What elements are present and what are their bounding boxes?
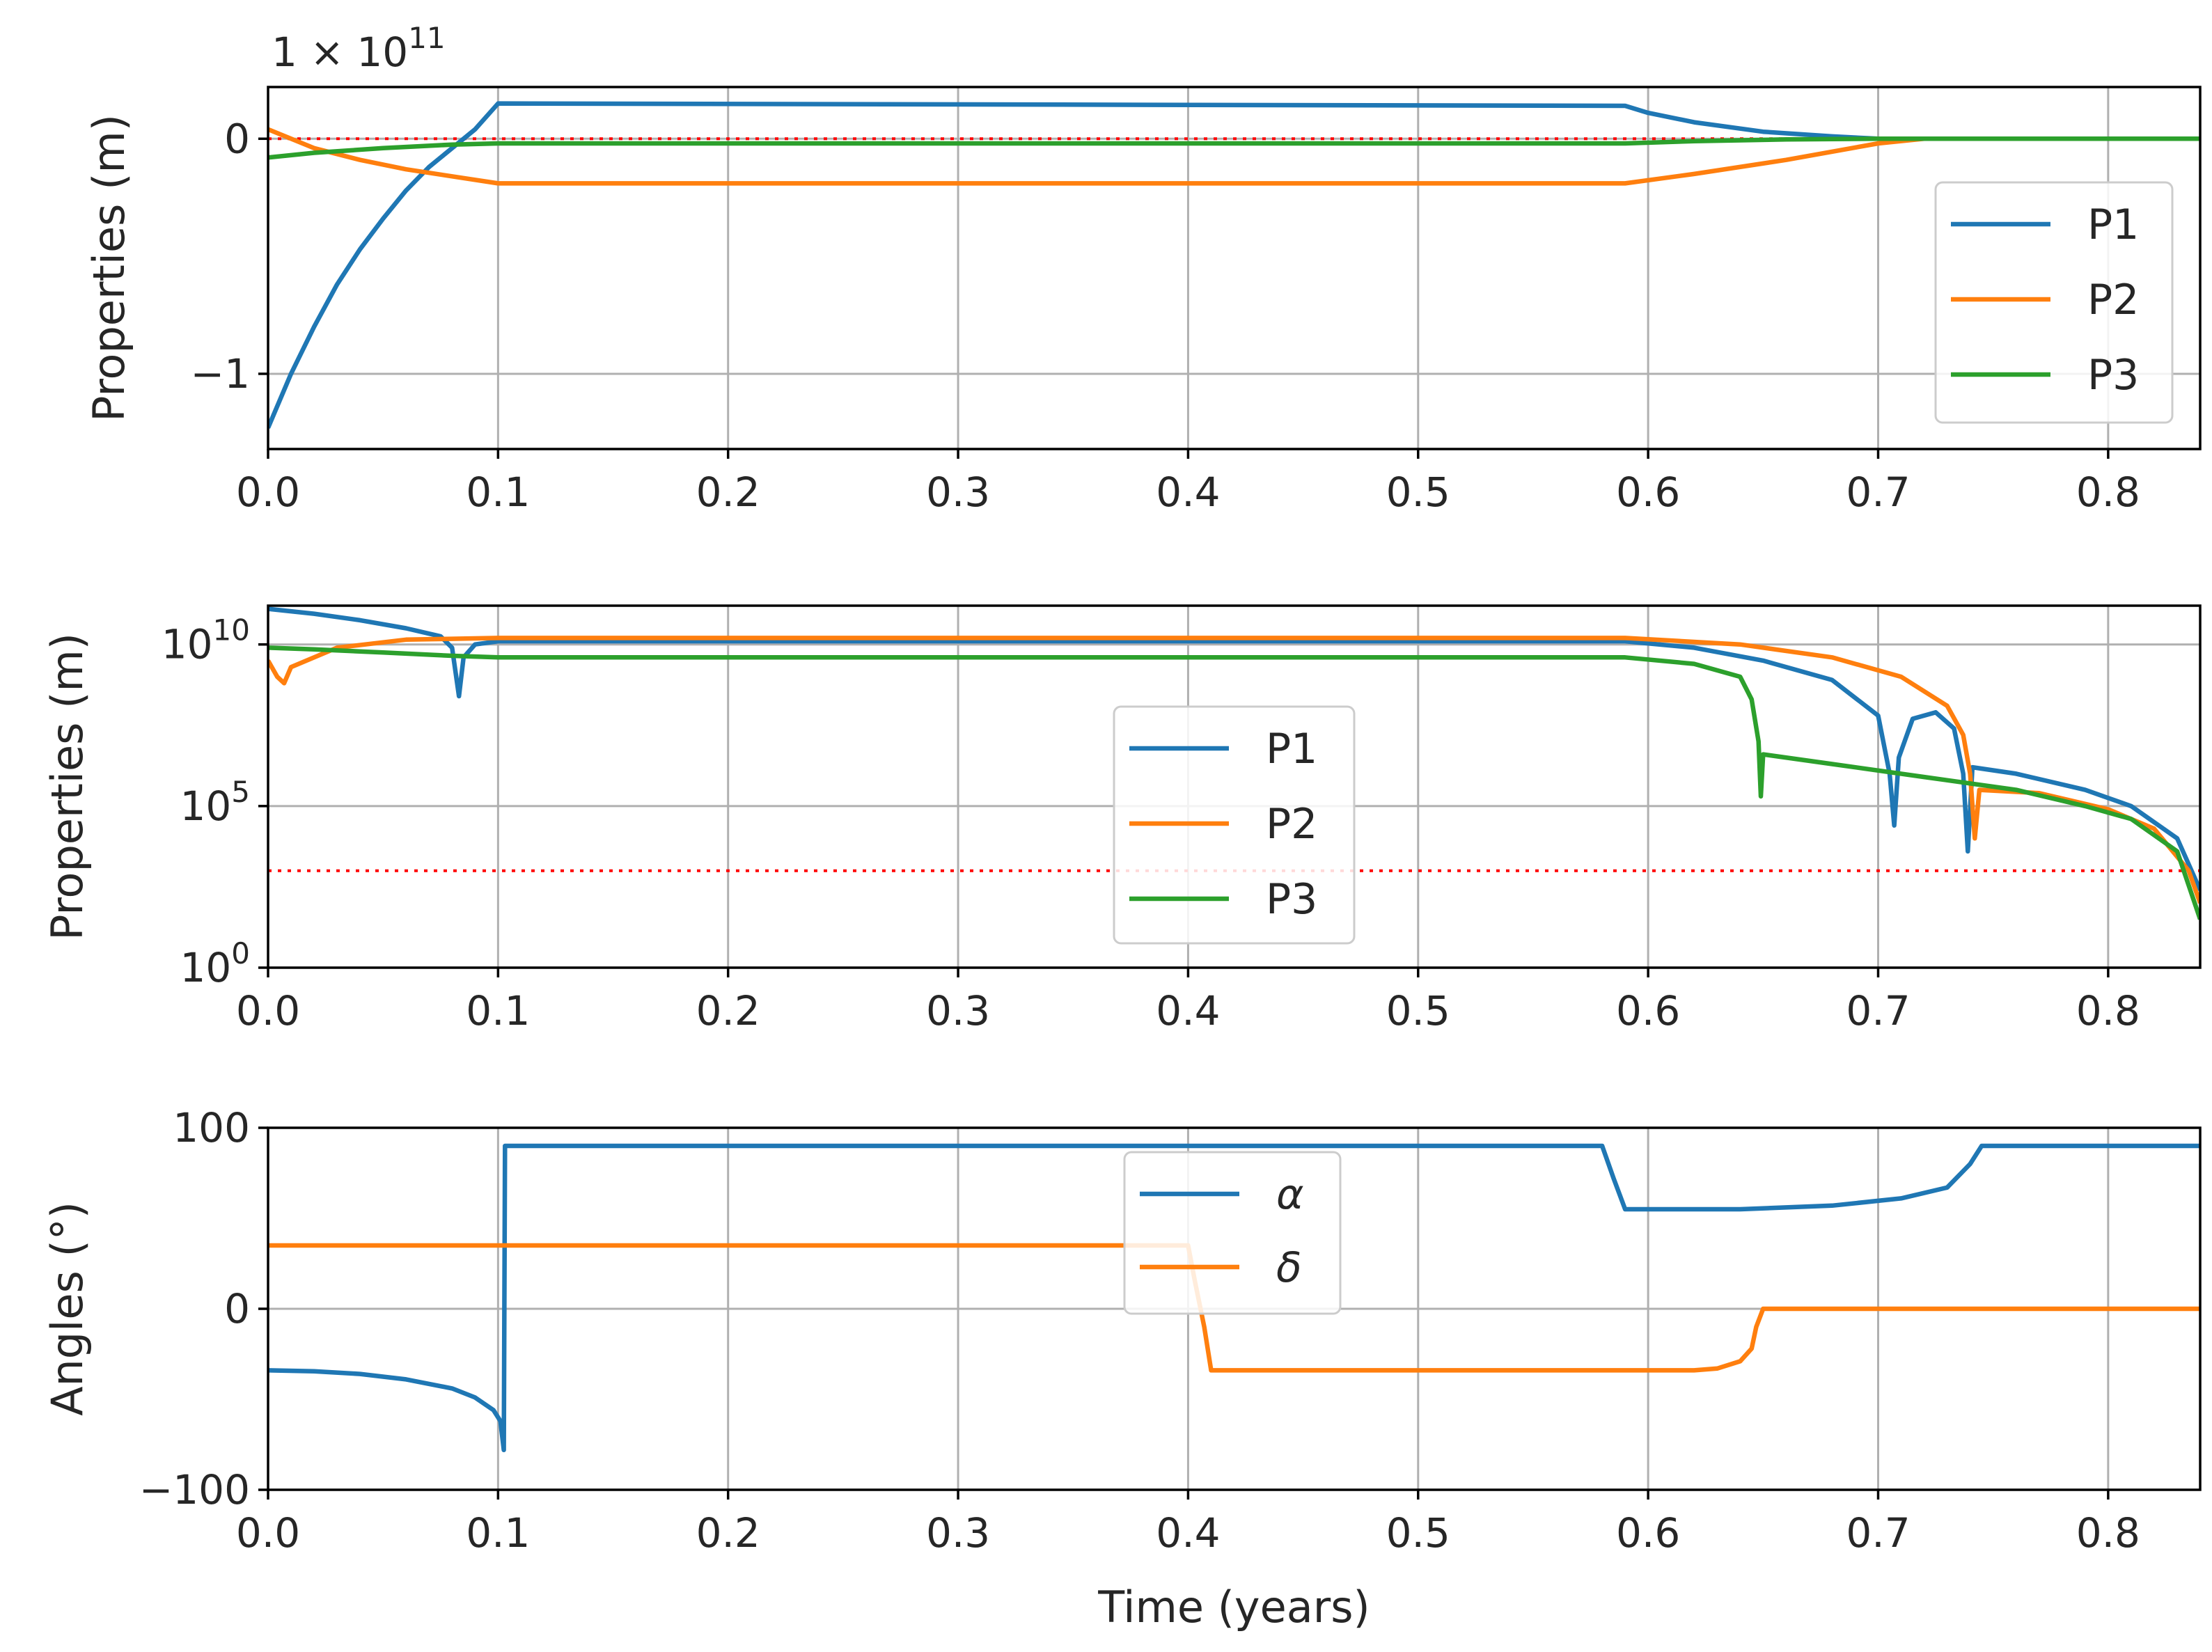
offset-mantissa: 1 × 10 (272, 29, 408, 76)
x-tick-label: 0.1 (466, 469, 530, 516)
legend-label-δ: δ (1276, 1243, 1302, 1292)
tick-exponent: 0 (231, 936, 250, 970)
x-tick-label: 0.5 (1386, 469, 1450, 516)
x-tick-label: 0.2 (696, 1509, 760, 1557)
bottom-panel: 0.0 0.1 0.2 0.3 0.4 0.5 0.6 0.7 0.8 100 0 −100 Angle… (42, 1104, 2202, 1633)
x-axis-label: Time (years) (1097, 1582, 1370, 1633)
legend-label-P1: P1 (1266, 725, 1317, 773)
y-tick-label: 105 (180, 775, 250, 830)
x-tick-label: 0.7 (1846, 987, 1910, 1035)
x-tick-label: 0.6 (1616, 987, 1680, 1035)
x-tick-label: 0.4 (1156, 987, 1220, 1035)
x-tick-label: 0.8 (2076, 987, 2140, 1035)
legend-box (1123, 1151, 1342, 1315)
middle-panel: 0.0 0.1 0.2 0.3 0.4 0.5 0.6 0.7 0.81001051010Pro… (42, 604, 2202, 1035)
x-tick-label: 0.7 (1846, 469, 1910, 516)
legend-label-P3: P3 (1266, 875, 1317, 924)
legend: P1 P2 P3 (1113, 705, 1356, 945)
y-tick-label: 100 (180, 936, 250, 991)
series-line-P3 (268, 645, 2200, 920)
tick-exponent: 10 (213, 613, 250, 647)
y-tick-label: 0 (224, 115, 250, 162)
legend-box (1934, 181, 2174, 424)
x-tick-label: 0.3 (926, 469, 990, 516)
series-line-P2 (268, 127, 2200, 186)
y-tick-label: −100 (139, 1466, 250, 1513)
x-tick-label: 0.1 (466, 1509, 530, 1557)
tick-base: 10 (180, 944, 231, 991)
x-tick-label: 0.4 (1156, 1509, 1220, 1557)
series-line-P1 (268, 606, 2200, 891)
legend-label-P1: P1 (2087, 200, 2139, 249)
legend-label-α: α (1276, 1170, 1304, 1219)
x-tick-label: 0.8 (2076, 469, 2140, 516)
x-tick-label: 0.2 (696, 469, 760, 516)
legend-label-P2: P2 (2087, 276, 2139, 324)
legend: P1 P2 P3 (1934, 181, 2174, 424)
x-tick-label: 0.5 (1386, 987, 1450, 1035)
x-tick-label: 0.0 (236, 987, 300, 1035)
x-tick-label: 0.5 (1386, 1509, 1450, 1557)
series-line-α (268, 1143, 2200, 1453)
x-tick-label: 0.0 (236, 469, 300, 516)
x-tick-label: 0.3 (926, 1509, 990, 1557)
y-axis-label: Properties (m) (84, 114, 134, 422)
x-tick-label: 0.2 (696, 987, 760, 1035)
y-axis-label: Angles (°) (42, 1202, 93, 1416)
legend: αδ (1123, 1151, 1342, 1315)
x-tick-label: 0.8 (2076, 1509, 2140, 1557)
x-tick-label: 0.6 (1616, 1509, 1680, 1557)
offset-label: 1 × 1011 (272, 21, 446, 76)
x-tick-label: 0.0 (236, 1509, 300, 1557)
series-line-P1 (268, 101, 2200, 429)
x-tick-label: 0.4 (1156, 469, 1220, 516)
series-line-P3 (268, 136, 2200, 160)
legend-box (1113, 705, 1356, 945)
x-tick-label: 0.6 (1616, 469, 1680, 516)
legend-label-P3: P3 (2087, 351, 2139, 400)
y-tick-label: −1 (191, 350, 251, 398)
axes-frame (267, 1126, 2202, 1491)
tick-exponent: 5 (231, 775, 250, 809)
y-tick-label: 1010 (162, 613, 250, 668)
axes-frame (267, 604, 2202, 969)
axes-frame (267, 86, 2202, 450)
top-panel: 0.0 0.1 0.2 0.3 0.4 0.5 0.6 0.7 0.8 0 −1 Properties… (84, 21, 2202, 516)
y-tick-label: 0 (224, 1285, 250, 1332)
x-tick-label: 0.7 (1846, 1509, 1910, 1557)
y-axis-label: Properties (m) (42, 633, 93, 941)
tick-base: 10 (162, 621, 213, 668)
y-tick-label: 100 (173, 1104, 250, 1151)
tick-base: 10 (180, 782, 231, 830)
x-tick-label: 0.1 (466, 987, 530, 1035)
offset-exponent: 11 (408, 21, 445, 55)
legend-label-P2: P2 (1266, 800, 1317, 849)
x-tick-label: 0.3 (926, 987, 990, 1035)
